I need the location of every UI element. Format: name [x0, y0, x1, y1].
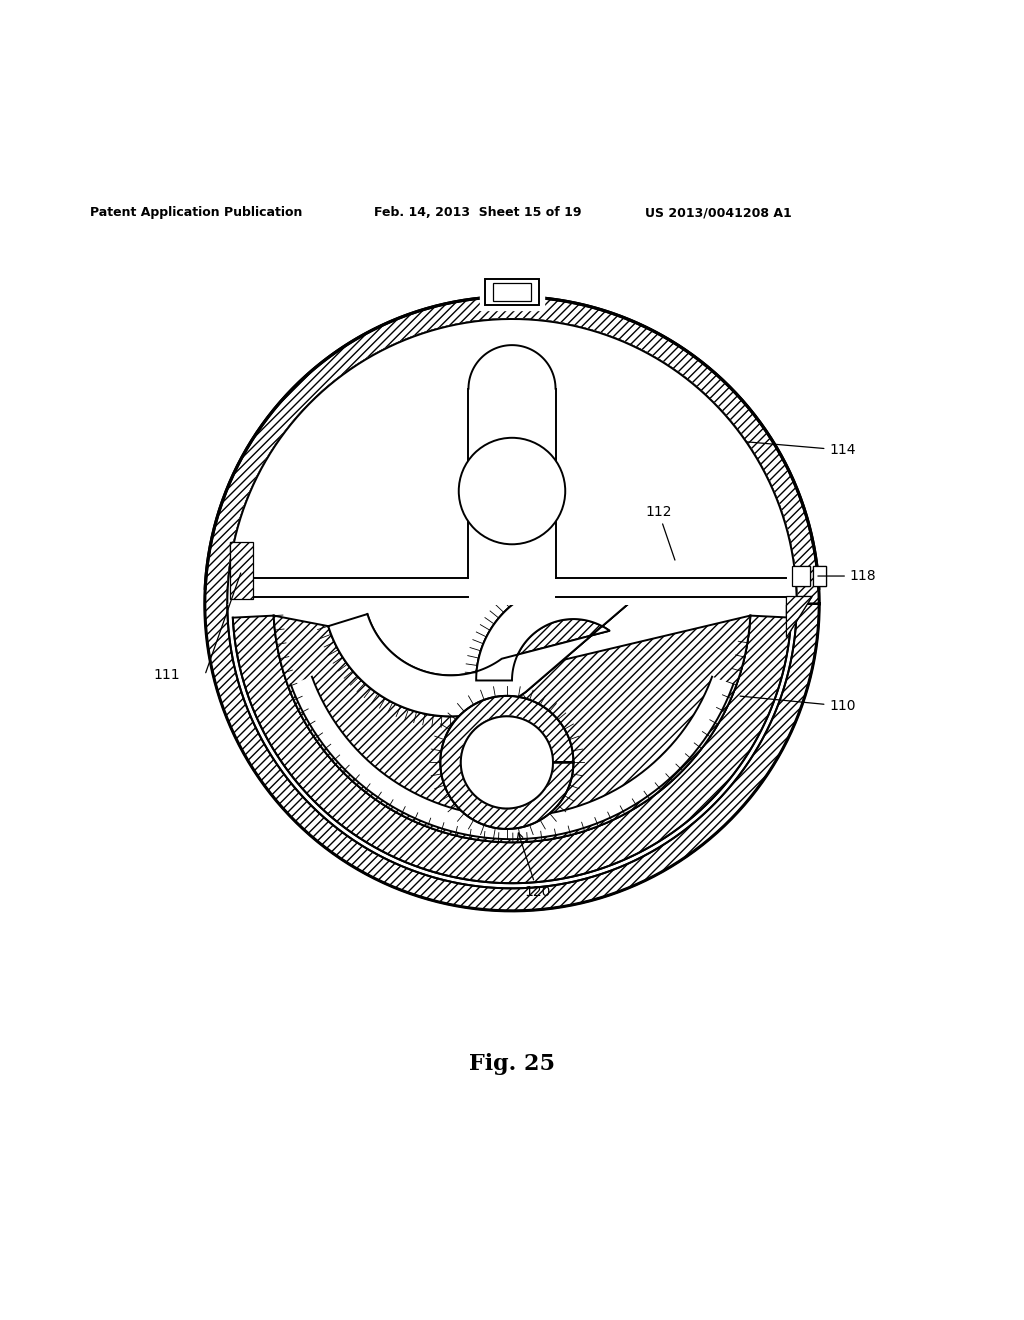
Polygon shape: [329, 583, 631, 717]
Polygon shape: [291, 677, 733, 840]
Text: 111: 111: [154, 668, 180, 682]
Text: 118: 118: [818, 569, 877, 583]
Polygon shape: [469, 345, 555, 388]
Polygon shape: [480, 264, 544, 310]
Text: 120: 120: [517, 833, 551, 899]
Text: 112: 112: [645, 504, 675, 560]
Polygon shape: [555, 578, 786, 597]
Polygon shape: [440, 696, 573, 829]
Circle shape: [459, 438, 565, 544]
Text: 114: 114: [746, 442, 856, 457]
Bar: [485, 279, 539, 305]
Bar: [792, 566, 810, 586]
Circle shape: [459, 438, 565, 544]
Circle shape: [461, 717, 553, 808]
Text: 110: 110: [740, 696, 856, 713]
Bar: [485, 279, 539, 305]
Bar: [230, 543, 253, 598]
Polygon shape: [205, 297, 819, 911]
Polygon shape: [786, 597, 812, 638]
Text: Patent Application Publication: Patent Application Publication: [90, 206, 302, 219]
Polygon shape: [227, 319, 797, 603]
Polygon shape: [469, 345, 555, 388]
Polygon shape: [485, 275, 539, 305]
Text: US 2013/0041208 A1: US 2013/0041208 A1: [645, 206, 792, 219]
Polygon shape: [786, 597, 812, 638]
Bar: [813, 566, 826, 586]
Polygon shape: [469, 388, 555, 578]
Polygon shape: [227, 319, 797, 603]
Text: Fig. 25: Fig. 25: [469, 1053, 555, 1076]
Polygon shape: [205, 297, 819, 911]
Text: Feb. 14, 2013  Sheet 15 of 19: Feb. 14, 2013 Sheet 15 of 19: [374, 206, 582, 219]
Polygon shape: [469, 388, 555, 578]
Polygon shape: [273, 583, 751, 842]
Bar: [813, 566, 826, 586]
Bar: [493, 284, 531, 301]
Polygon shape: [238, 578, 469, 597]
Bar: [230, 543, 253, 598]
Bar: [792, 566, 810, 586]
Polygon shape: [232, 615, 792, 883]
Bar: [493, 284, 531, 301]
